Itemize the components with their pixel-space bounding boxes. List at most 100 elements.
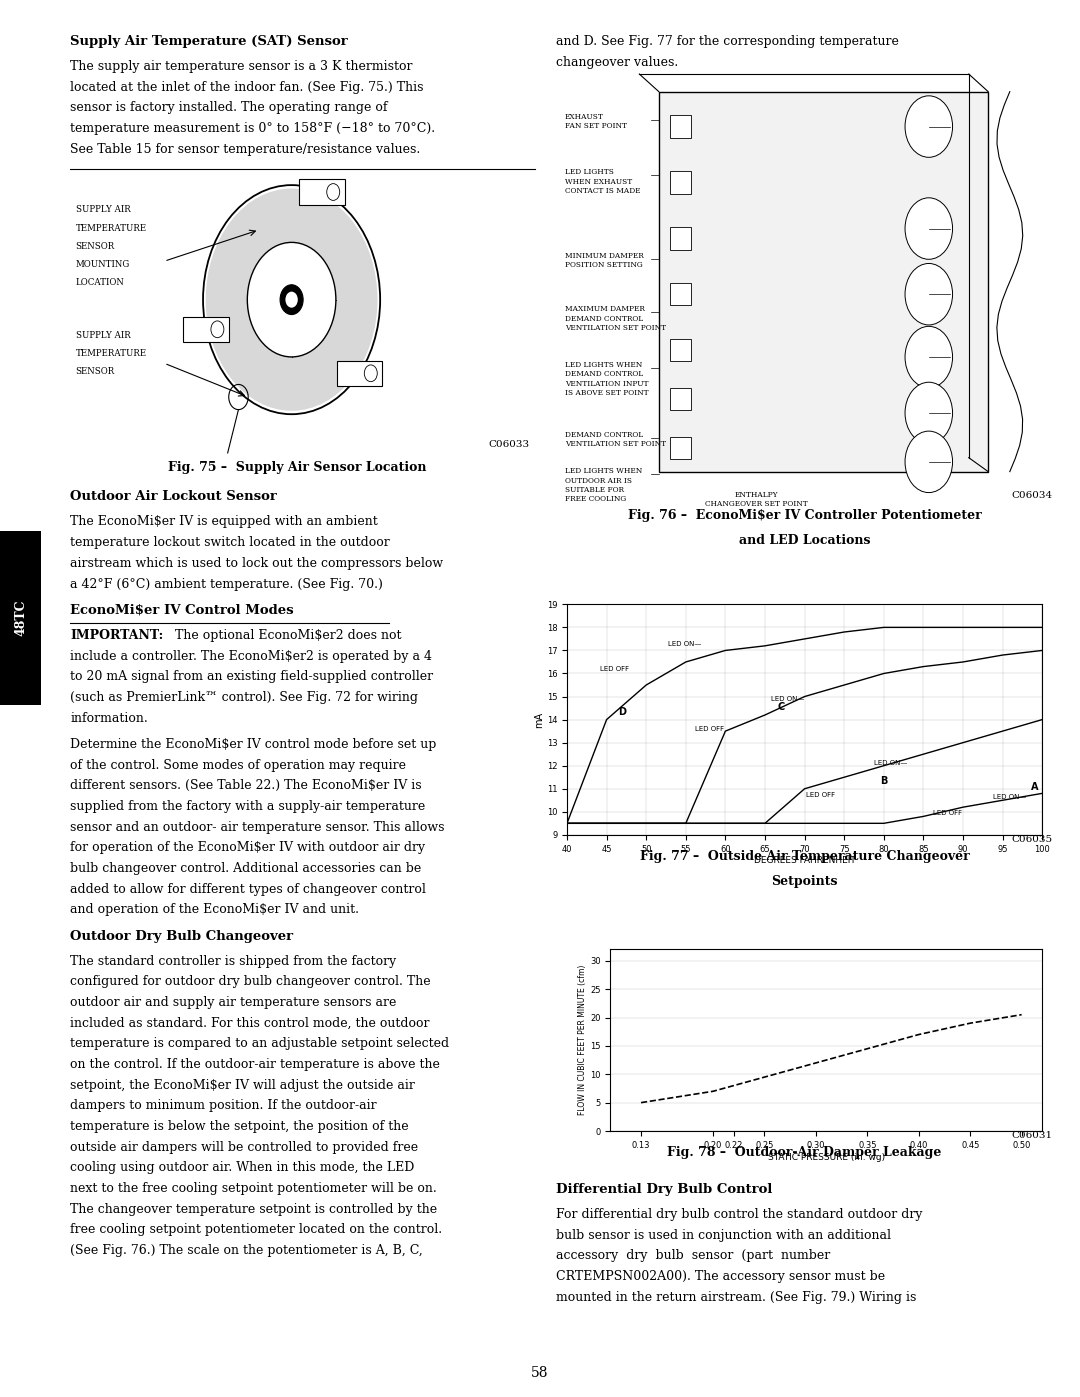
Text: MAXIMUM DAMPER
DEMAND CONTROL
VENTILATION SET POINT: MAXIMUM DAMPER DEMAND CONTROL VENTILATIO… — [565, 306, 666, 331]
Text: to 20 mA signal from an existing field-supplied controller: to 20 mA signal from an existing field-s… — [70, 671, 433, 683]
Text: include a controller. The EconoMi$er2 is operated by a 4: include a controller. The EconoMi$er2 is… — [70, 650, 432, 662]
Text: different sensors. (See Table 22.) The EconoMi$er IV is: different sensors. (See Table 22.) The E… — [70, 780, 422, 792]
Text: MINIMUM DAMPER
POSITION SETTING: MINIMUM DAMPER POSITION SETTING — [565, 253, 644, 270]
Text: for operation of the EconoMi$er IV with outdoor air dry: for operation of the EconoMi$er IV with … — [70, 841, 426, 855]
Text: added to allow for different types of changeover control: added to allow for different types of ch… — [70, 883, 427, 895]
Text: C06034: C06034 — [1012, 492, 1053, 500]
Text: dampers to minimum position. If the outdoor-air: dampers to minimum position. If the outd… — [70, 1099, 377, 1112]
Text: A: A — [1030, 782, 1038, 792]
Text: LOCATION: LOCATION — [76, 278, 124, 286]
Text: (See Fig. 76.) The scale on the potentiometer is A, B, C,: (See Fig. 76.) The scale on the potentio… — [70, 1245, 423, 1257]
Text: LED OFF: LED OFF — [600, 666, 629, 672]
Text: located at the inlet of the indoor fan. (See Fig. 75.) This: located at the inlet of the indoor fan. … — [70, 81, 423, 94]
FancyBboxPatch shape — [299, 179, 345, 204]
FancyBboxPatch shape — [670, 339, 691, 362]
Text: cooling using outdoor air. When in this mode, the LED: cooling using outdoor air. When in this … — [70, 1161, 415, 1175]
Text: on the control. If the outdoor-air temperature is above the: on the control. If the outdoor-air tempe… — [70, 1058, 440, 1071]
FancyBboxPatch shape — [670, 228, 691, 250]
Text: Fig. 78 –  Outdoor-Air Damper Leakage: Fig. 78 – Outdoor-Air Damper Leakage — [667, 1147, 942, 1160]
X-axis label: STATIC PRESSURE (in. wg): STATIC PRESSURE (in. wg) — [768, 1153, 885, 1161]
Text: sensor and an outdoor- air temperature sensor. This allows: sensor and an outdoor- air temperature s… — [70, 820, 445, 834]
Text: LED ON—: LED ON— — [771, 696, 805, 703]
Text: included as standard. For this control mode, the outdoor: included as standard. For this control m… — [70, 1017, 430, 1030]
Text: MOUNTING: MOUNTING — [76, 260, 130, 268]
Text: Fig. 75 –  Supply Air Sensor Location: Fig. 75 – Supply Air Sensor Location — [167, 461, 427, 474]
Text: free cooling setpoint potentiometer located on the control.: free cooling setpoint potentiometer loca… — [70, 1224, 443, 1236]
Text: The supply air temperature sensor is a 3 K thermistor: The supply air temperature sensor is a 3… — [70, 60, 413, 73]
Text: Supply Air Temperature (SAT) Sensor: Supply Air Temperature (SAT) Sensor — [70, 35, 348, 47]
Circle shape — [905, 264, 953, 326]
Y-axis label: FLOW IN CUBIC FEET PER MINUTE (cfm): FLOW IN CUBIC FEET PER MINUTE (cfm) — [578, 965, 588, 1115]
Text: and D. See Fig. 77 for the corresponding temperature: and D. See Fig. 77 for the corresponding… — [556, 35, 899, 47]
Text: Setpoints: Setpoints — [771, 876, 838, 888]
Text: TEMPERATURE: TEMPERATURE — [76, 349, 147, 358]
Text: C: C — [778, 703, 784, 712]
Text: outside air dampers will be controlled to provided free: outside air dampers will be controlled t… — [70, 1141, 418, 1154]
Text: DEMAND CONTROL
VENTILATION SET POINT: DEMAND CONTROL VENTILATION SET POINT — [565, 432, 666, 448]
Text: The optional EconoMi$er2 does not: The optional EconoMi$er2 does not — [171, 629, 401, 643]
Text: 48TC: 48TC — [14, 599, 27, 637]
Circle shape — [205, 189, 378, 411]
Circle shape — [905, 432, 953, 493]
Text: Fig. 76 –  EconoMi$er IV Controller Potentiometer: Fig. 76 – EconoMi$er IV Controller Poten… — [627, 510, 982, 522]
Text: accessory  dry  bulb  sensor  (part  number: accessory dry bulb sensor (part number — [556, 1249, 831, 1263]
Circle shape — [905, 327, 953, 388]
Text: outdoor air and supply air temperature sensors are: outdoor air and supply air temperature s… — [70, 996, 396, 1009]
Text: and operation of the EconoMi$er IV and unit.: and operation of the EconoMi$er IV and u… — [70, 904, 360, 916]
FancyBboxPatch shape — [0, 531, 41, 705]
Text: LED ON—: LED ON— — [993, 793, 1026, 800]
Text: LED ON—: LED ON— — [874, 760, 907, 766]
Text: See Table 15 for sensor temperature/resistance values.: See Table 15 for sensor temperature/resi… — [70, 142, 420, 156]
Text: configured for outdoor dry bulb changeover control. The: configured for outdoor dry bulb changeov… — [70, 975, 431, 989]
Circle shape — [247, 243, 336, 358]
Text: LED LIGHTS WHEN
OUTDOOR AIR IS
SUITABLE FOR
FREE COOLING: LED LIGHTS WHEN OUTDOOR AIR IS SUITABLE … — [565, 468, 643, 503]
Text: LED OFF: LED OFF — [806, 792, 835, 798]
Text: Outdoor Dry Bulb Changeover: Outdoor Dry Bulb Changeover — [70, 929, 294, 943]
Y-axis label: mA: mA — [534, 711, 544, 728]
FancyBboxPatch shape — [659, 92, 988, 472]
Text: C06035: C06035 — [1012, 835, 1053, 844]
Text: temperature measurement is 0° to 158°F (−18° to 70°C).: temperature measurement is 0° to 158°F (… — [70, 122, 435, 136]
Circle shape — [905, 96, 953, 158]
Text: setpoint, the EconoMi$er IV will adjust the outside air: setpoint, the EconoMi$er IV will adjust … — [70, 1078, 415, 1092]
Text: and LED Locations: and LED Locations — [739, 535, 870, 548]
Text: temperature is below the setpoint, the position of the: temperature is below the setpoint, the p… — [70, 1120, 409, 1133]
Text: TEMPERATURE: TEMPERATURE — [76, 224, 147, 232]
Text: SENSOR: SENSOR — [76, 367, 114, 376]
Text: changeover values.: changeover values. — [556, 56, 678, 68]
Text: Fig. 77 –  Outside Air Temperature Changeover: Fig. 77 – Outside Air Temperature Change… — [639, 851, 970, 863]
Text: LED LIGHTS
WHEN EXHAUST
CONTACT IS MADE: LED LIGHTS WHEN EXHAUST CONTACT IS MADE — [565, 169, 640, 194]
Text: C06033: C06033 — [488, 440, 529, 448]
Text: information.: information. — [70, 711, 148, 725]
Text: The standard controller is shipped from the factory: The standard controller is shipped from … — [70, 954, 396, 968]
Text: The EconoMi$er IV is equipped with an ambient: The EconoMi$er IV is equipped with an am… — [70, 515, 378, 528]
FancyBboxPatch shape — [670, 284, 691, 306]
X-axis label: DEGREES FAHRENHEIT: DEGREES FAHRENHEIT — [754, 856, 855, 865]
Circle shape — [285, 292, 298, 307]
Text: temperature is compared to an adjustable setpoint selected: temperature is compared to an adjustable… — [70, 1038, 449, 1051]
Text: EXHAUST
FAN SET POINT: EXHAUST FAN SET POINT — [565, 113, 626, 130]
Text: bulb sensor is used in conjunction with an additional: bulb sensor is used in conjunction with … — [556, 1228, 891, 1242]
Text: IMPORTANT:: IMPORTANT: — [70, 629, 163, 643]
Text: bulb changeover control. Additional accessories can be: bulb changeover control. Additional acce… — [70, 862, 421, 875]
Text: sensor is factory installed. The operating range of: sensor is factory installed. The operati… — [70, 102, 388, 115]
Text: C06031: C06031 — [1012, 1132, 1053, 1140]
FancyBboxPatch shape — [670, 172, 691, 194]
Text: SENSOR: SENSOR — [76, 242, 114, 250]
Text: supplied from the factory with a supply-air temperature: supplied from the factory with a supply-… — [70, 800, 426, 813]
Circle shape — [905, 383, 953, 444]
Text: a 42°F (6°C) ambient temperature. (See Fig. 70.): a 42°F (6°C) ambient temperature. (See F… — [70, 577, 383, 591]
Text: SUPPLY AIR: SUPPLY AIR — [76, 331, 131, 339]
FancyBboxPatch shape — [184, 317, 229, 342]
FancyBboxPatch shape — [670, 116, 691, 138]
Circle shape — [280, 285, 303, 314]
Text: Determine the EconoMi$er IV control mode before set up: Determine the EconoMi$er IV control mode… — [70, 738, 436, 752]
Text: B: B — [880, 777, 888, 787]
Text: mounted in the return airstream. (See Fig. 79.) Wiring is: mounted in the return airstream. (See Fi… — [556, 1291, 917, 1303]
Text: Differential Dry Bulb Control: Differential Dry Bulb Control — [556, 1183, 772, 1196]
FancyBboxPatch shape — [670, 388, 691, 411]
FancyBboxPatch shape — [337, 360, 382, 386]
Text: airstream which is used to lock out the compressors below: airstream which is used to lock out the … — [70, 557, 443, 570]
Text: CRTEMPSN002A00). The accessory sensor must be: CRTEMPSN002A00). The accessory sensor mu… — [556, 1270, 886, 1282]
Text: Outdoor Air Lockout Sensor: Outdoor Air Lockout Sensor — [70, 490, 278, 503]
